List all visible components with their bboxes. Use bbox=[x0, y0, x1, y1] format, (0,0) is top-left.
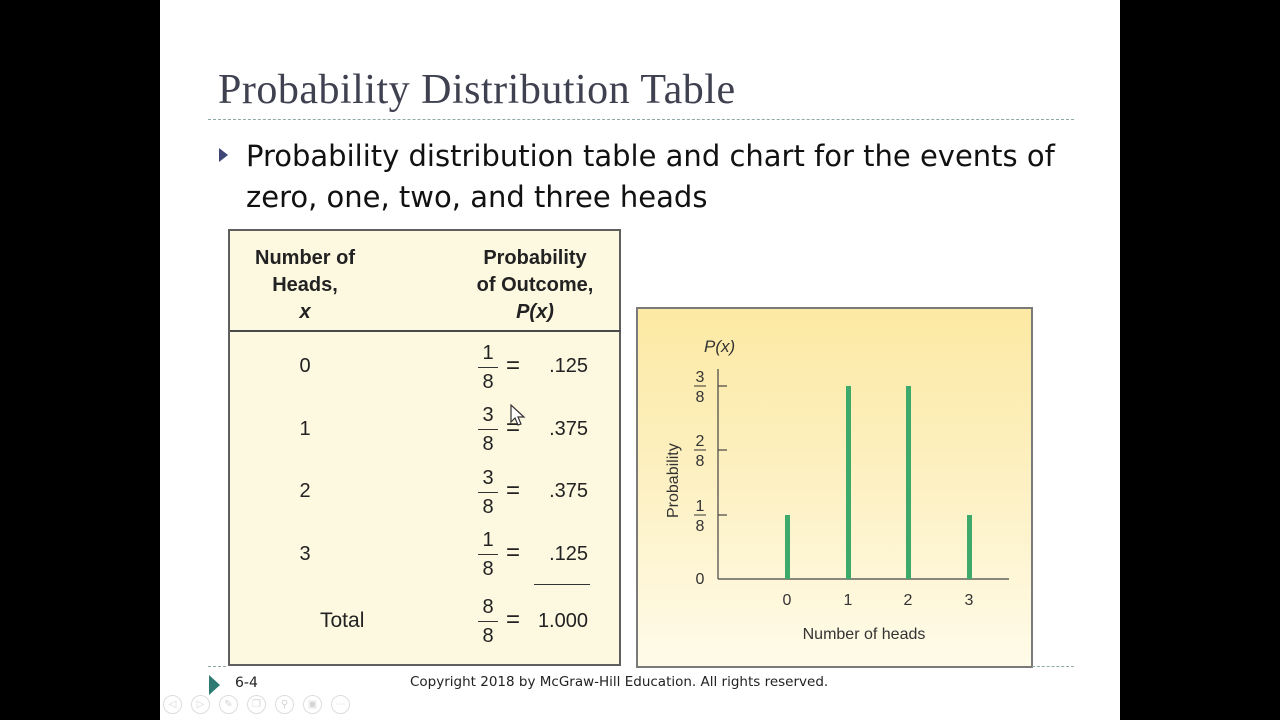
cell-heads: 1 bbox=[299, 418, 311, 440]
bar-1 bbox=[846, 386, 851, 579]
bar-chart: P(x) Probability Number of heads 0 1 8 2 8… bbox=[665, 337, 1009, 643]
numerator: 1 bbox=[478, 528, 498, 555]
sum-rule bbox=[534, 584, 590, 585]
bar-2 bbox=[906, 386, 911, 579]
slide-title: Probability Distribution Table bbox=[218, 67, 736, 113]
footer-divider bbox=[1032, 666, 1074, 667]
header-x-line1: Number of bbox=[255, 247, 355, 269]
fraction: 1 8 bbox=[478, 341, 498, 394]
xtick: 0 bbox=[783, 592, 792, 609]
numerator: 3 bbox=[478, 403, 498, 430]
fraction: 8 8 bbox=[478, 595, 498, 648]
title-divider bbox=[208, 119, 1074, 120]
numerator: 8 bbox=[478, 595, 498, 622]
total-value: 1.000 bbox=[537, 610, 588, 632]
fraction: 3 8 bbox=[478, 466, 498, 519]
xtick: 2 bbox=[904, 592, 913, 609]
cell-probability: .125 bbox=[549, 355, 588, 377]
denominator: 8 bbox=[482, 433, 494, 455]
presentation-controls: ◁ ▷ ✎ ❐ ⚲ ▣ ⋯ bbox=[163, 695, 350, 714]
slide: Probability Distribution Table Probabili… bbox=[160, 0, 1120, 720]
header-p-line2: of Outcome, bbox=[476, 274, 594, 296]
equals-sign: = bbox=[506, 477, 521, 504]
header-x-line2: Heads, bbox=[272, 274, 338, 296]
x-axis-label: Number of heads bbox=[803, 626, 926, 643]
numerator: 1 bbox=[478, 341, 498, 368]
bullet-text: Probability distribution table and chart… bbox=[246, 139, 1055, 214]
denominator: 8 bbox=[482, 558, 494, 580]
bar-3 bbox=[967, 515, 972, 579]
cell-heads: 2 bbox=[299, 480, 311, 502]
previous-slide-icon[interactable]: ◁ bbox=[163, 695, 182, 714]
header-p-symbol: P(x) bbox=[516, 301, 554, 323]
slide-number: 6-4 bbox=[235, 675, 258, 691]
bullet-arrow-icon bbox=[219, 148, 228, 162]
bar-0 bbox=[785, 515, 790, 579]
equals-sign: = bbox=[506, 539, 521, 566]
cell-heads: 0 bbox=[299, 355, 311, 377]
next-slide-icon[interactable]: ▷ bbox=[191, 695, 210, 714]
footer-arrow-icon bbox=[209, 675, 220, 695]
svg-text:8: 8 bbox=[696, 453, 705, 470]
pen-icon[interactable]: ✎ bbox=[219, 695, 238, 714]
denominator: 8 bbox=[482, 496, 494, 518]
svg-text:3: 3 bbox=[696, 369, 705, 386]
header-x-symbol: x bbox=[299, 301, 311, 323]
cell-probability: .125 bbox=[549, 543, 588, 565]
svg-text:8: 8 bbox=[696, 518, 705, 535]
y-axis-title: P(x) bbox=[704, 337, 735, 356]
cell-probability: .375 bbox=[549, 418, 588, 440]
more-options-icon[interactable]: ⋯ bbox=[331, 695, 350, 714]
probability-table: Number of Heads, x Probability of Outcom… bbox=[228, 229, 621, 666]
ytick-0: 0 bbox=[696, 571, 705, 588]
xtick: 3 bbox=[965, 592, 974, 609]
copyright-text: Copyright 2018 by McGraw-Hill Education.… bbox=[410, 674, 829, 690]
svg-text:2: 2 bbox=[696, 433, 705, 450]
svg-text:8: 8 bbox=[696, 389, 705, 406]
cell-probability: .375 bbox=[549, 480, 588, 502]
denominator: 8 bbox=[482, 371, 494, 393]
screen-icon[interactable]: ▣ bbox=[303, 695, 322, 714]
zoom-icon[interactable]: ⚲ bbox=[275, 695, 294, 714]
header-probability: Probability of Outcome, P(x) bbox=[455, 245, 615, 326]
footer-divider bbox=[208, 666, 226, 667]
header-divider bbox=[230, 330, 621, 332]
total-label: Total bbox=[320, 609, 365, 632]
fraction: 3 8 bbox=[478, 403, 498, 456]
y-axis-label: Probability bbox=[665, 443, 682, 518]
cell-heads: 3 bbox=[299, 543, 311, 565]
equals-sign: = bbox=[506, 606, 521, 633]
xtick: 1 bbox=[844, 592, 853, 609]
numerator: 3 bbox=[478, 466, 498, 493]
header-number-of-heads: Number of Heads, x bbox=[230, 245, 380, 326]
all-slides-icon[interactable]: ❐ bbox=[247, 695, 266, 714]
probability-chart: P(x) Probability Number of heads 0 1 8 2 8… bbox=[636, 307, 1033, 668]
fraction: 1 8 bbox=[478, 528, 498, 581]
header-p-line1: Probability bbox=[483, 247, 587, 269]
svg-text:1: 1 bbox=[696, 498, 705, 515]
equals-sign: = bbox=[506, 352, 521, 379]
mouse-cursor-icon bbox=[510, 404, 526, 426]
denominator: 8 bbox=[482, 625, 494, 647]
